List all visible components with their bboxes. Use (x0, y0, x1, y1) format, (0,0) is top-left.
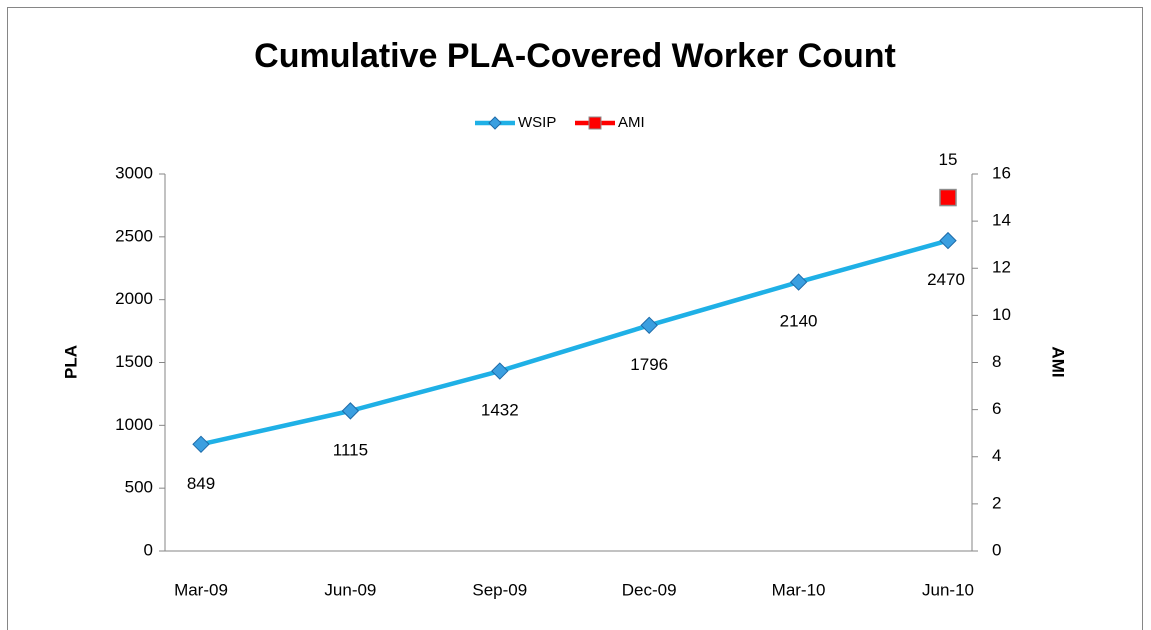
x-tick-label: Mar-10 (772, 580, 826, 599)
y2-tick-label: 0 (992, 540, 1001, 559)
y-tick-label: 2500 (115, 226, 153, 245)
y2-tick-label: 8 (992, 352, 1001, 371)
y2-tick-label: 6 (992, 399, 1001, 418)
y2-tick-label: 2 (992, 493, 1001, 512)
y2-tick-label: 16 (992, 163, 1011, 182)
series-line (200, 238, 949, 447)
y2-tick-label: 10 (992, 305, 1011, 324)
data-label: 15 (939, 150, 958, 169)
data-point (192, 435, 210, 454)
chart-title: Cumulative PLA-Covered Worker Count (254, 37, 896, 75)
data-point (939, 188, 957, 207)
legend-label: AMI (618, 114, 645, 131)
data-label: 849 (187, 474, 215, 493)
y2-tick-label: 14 (992, 211, 1011, 230)
y-axis-title: PLA (61, 345, 80, 379)
data-point (491, 362, 509, 380)
x-tick-label: Mar-09 (174, 580, 228, 599)
x-tick-label: Sep-09 (472, 580, 527, 599)
data-point (789, 273, 808, 291)
y2-tick-label: 4 (992, 446, 1001, 465)
y-tick-label: 2000 (115, 289, 153, 308)
x-tick-label: Jun-10 (922, 580, 974, 599)
data-point (640, 316, 658, 335)
x-tick-label: Dec-09 (622, 580, 677, 599)
y-tick-label: 500 (125, 478, 153, 497)
legend-marker (488, 116, 502, 130)
data-label: 2470 (927, 270, 965, 289)
y-tick-label: 3000 (115, 163, 153, 182)
y-tick-label: 1000 (115, 415, 153, 434)
y-tick-label: 1500 (115, 352, 153, 371)
x-tick-label: Jun-09 (324, 580, 376, 599)
data-label: 2140 (780, 312, 818, 331)
y-tick-label: 0 (144, 540, 153, 559)
data-label: 1115 (333, 440, 368, 459)
legend-label: WSIP (518, 114, 556, 131)
data-label: 1796 (630, 355, 668, 374)
legend-marker (588, 116, 602, 130)
data-point (341, 402, 360, 420)
y2-axis-title: AMI (1049, 346, 1068, 377)
data-point (939, 231, 957, 250)
y2-tick-label: 12 (992, 258, 1011, 277)
chart-frame (7, 7, 1143, 630)
data-label: 1432 (481, 401, 519, 420)
